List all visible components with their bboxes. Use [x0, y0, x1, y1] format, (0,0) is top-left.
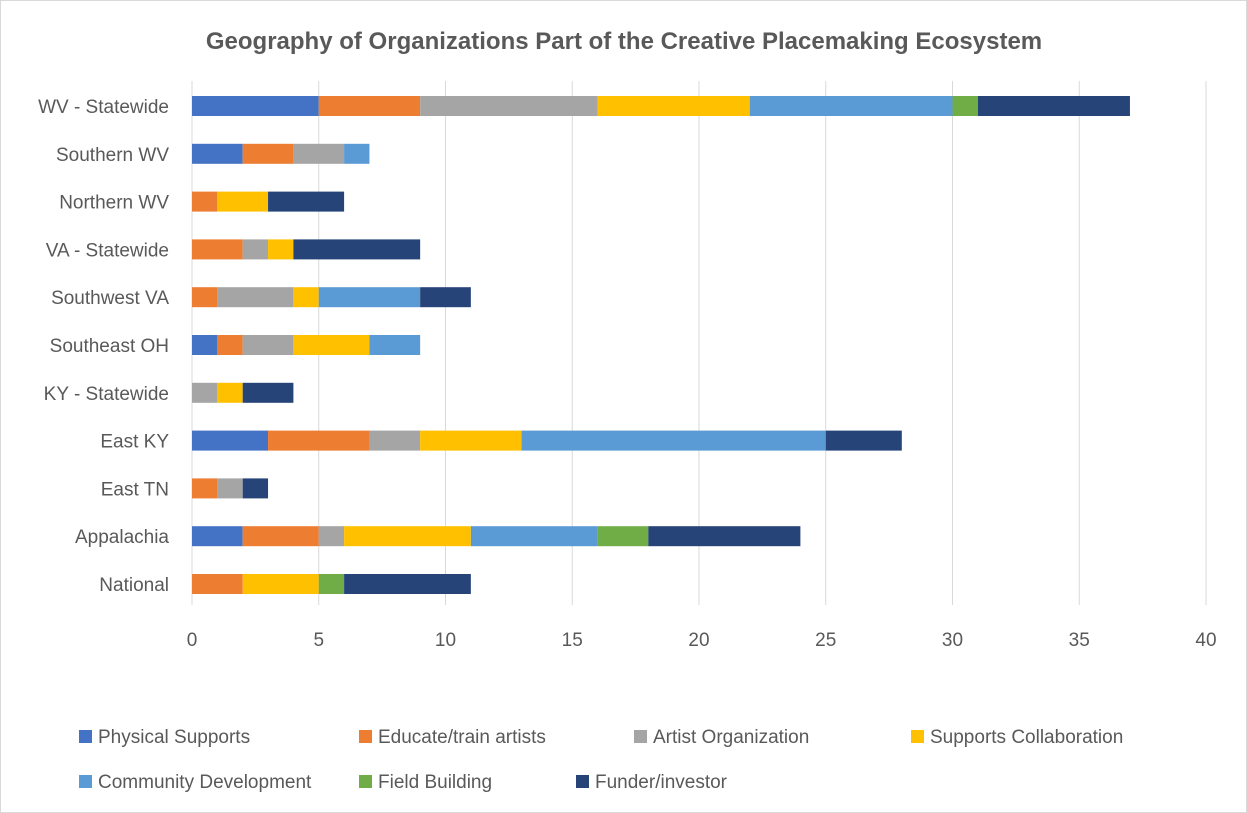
legend-swatch — [576, 775, 589, 788]
bar-segment-artist-organization — [242, 335, 294, 355]
bar-segment-field-building — [952, 96, 978, 116]
bar-segment-artist-organization — [369, 430, 421, 451]
bar-segment-supports-collaboration — [242, 574, 319, 594]
bar-series — [192, 96, 1130, 594]
bar-segment-funder-investor — [420, 287, 471, 308]
bar-segment-physical-supports — [192, 143, 243, 164]
bar-segment-educate-train-artists — [268, 430, 370, 451]
bar-segment-funder-investor — [293, 239, 421, 260]
bar-segment-artist-organization — [242, 239, 269, 260]
bar-segment-field-building — [318, 574, 345, 594]
legend-label: Artist Organization — [653, 727, 809, 748]
legend-swatch — [359, 730, 372, 743]
bar-segment-supports-collaboration — [293, 335, 370, 355]
value-axis: 0 5 10 15 20 25 30 35 40 — [187, 630, 1217, 651]
category-label: Southwest VA — [51, 288, 169, 309]
x-tick-label: 15 — [562, 630, 583, 651]
x-tick-label: 10 — [435, 630, 456, 651]
x-tick-label: 40 — [1195, 630, 1216, 651]
bar-segment-community-development — [318, 287, 421, 308]
bar-segment-educate-train-artists — [192, 478, 218, 499]
bar-segment-supports-collaboration — [217, 382, 243, 403]
chart-title: Geography of Organizations Part of the C… — [206, 28, 1042, 55]
bar-segment-educate-train-artists — [192, 287, 218, 308]
legend-swatch — [79, 730, 92, 743]
bar-segment-educate-train-artists — [217, 335, 243, 355]
bar-segment-supports-collaboration — [420, 430, 522, 451]
bar-segment-artist-organization — [293, 143, 345, 164]
bar-segment-funder-investor — [268, 191, 345, 212]
category-label: Appalachia — [75, 527, 169, 548]
bar-segment-physical-supports — [192, 335, 218, 355]
bar-segment-field-building — [597, 526, 649, 547]
bar-segment-community-development — [749, 96, 953, 116]
legend-label: Field Building — [378, 772, 492, 793]
bar-segment-educate-train-artists — [242, 143, 294, 164]
bar-segment-supports-collaboration — [217, 191, 269, 212]
legend-swatch — [911, 730, 924, 743]
bar-segment-artist-organization — [217, 287, 294, 308]
bar-segment-artist-organization — [318, 526, 345, 547]
x-tick-label: 5 — [313, 630, 324, 651]
bar-segment-educate-train-artists — [192, 191, 218, 212]
bar-segment-artist-organization — [192, 382, 218, 403]
gridlines — [191, 81, 1207, 605]
legend-swatch — [79, 775, 92, 788]
bar-segment-funder-investor — [242, 382, 294, 403]
x-tick-label: 20 — [688, 630, 709, 651]
category-label: National — [99, 575, 169, 596]
legend: Physical Supports Educate/train artists Ar… — [79, 727, 1123, 793]
x-tick-label: 25 — [815, 630, 836, 651]
bar-segment-funder-investor — [825, 430, 902, 451]
x-tick-label: 35 — [1069, 630, 1090, 651]
bar-segment-supports-collaboration — [344, 526, 471, 547]
bar-segment-supports-collaboration — [293, 287, 319, 308]
legend-swatch — [359, 775, 372, 788]
category-label: Southern WV — [56, 145, 169, 166]
category-label: Southeast OH — [50, 336, 169, 357]
bar-segment-community-development — [521, 430, 826, 451]
x-tick-label: 30 — [942, 630, 963, 651]
legend-label: Funder/investor — [595, 772, 728, 793]
bar-segment-funder-investor — [242, 478, 269, 499]
category-label: KY - Statewide — [44, 384, 169, 405]
category-label: East KY — [100, 432, 169, 453]
legend-label: Supports Collaboration — [930, 727, 1123, 748]
bar-segment-physical-supports — [192, 96, 319, 116]
bar-segment-educate-train-artists — [192, 574, 243, 594]
bar-segment-physical-supports — [192, 430, 269, 451]
legend-label: Physical Supports — [98, 727, 250, 748]
bar-segment-artist-organization — [420, 96, 598, 116]
legend-swatch — [634, 730, 647, 743]
bar-segment-funder-investor — [648, 526, 801, 547]
bar-segment-educate-train-artists — [192, 239, 243, 260]
bar-segment-physical-supports — [192, 526, 243, 547]
legend-label: Educate/train artists — [378, 727, 546, 748]
bar-segment-community-development — [470, 526, 598, 547]
legend-label: Community Development — [98, 772, 312, 793]
category-label: Northern WV — [59, 193, 169, 214]
bar-segment-supports-collaboration — [597, 96, 750, 116]
category-label: VA - Statewide — [46, 240, 169, 261]
bar-segment-funder-investor — [344, 574, 471, 594]
bar-segment-community-development — [369, 335, 421, 355]
bar-segment-community-development — [344, 143, 370, 164]
bar-segment-artist-organization — [217, 478, 243, 499]
category-axis: WV - Statewide Southern WV Northern WV VA -… — [38, 97, 169, 596]
bar-segment-supports-collaboration — [268, 239, 294, 260]
bar-segment-educate-train-artists — [318, 96, 421, 116]
category-label: East TN — [101, 479, 169, 500]
category-label: WV - Statewide — [38, 97, 169, 118]
x-tick-label: 0 — [187, 630, 198, 651]
bar-segment-funder-investor — [977, 96, 1130, 116]
bar-segment-educate-train-artists — [242, 526, 319, 547]
